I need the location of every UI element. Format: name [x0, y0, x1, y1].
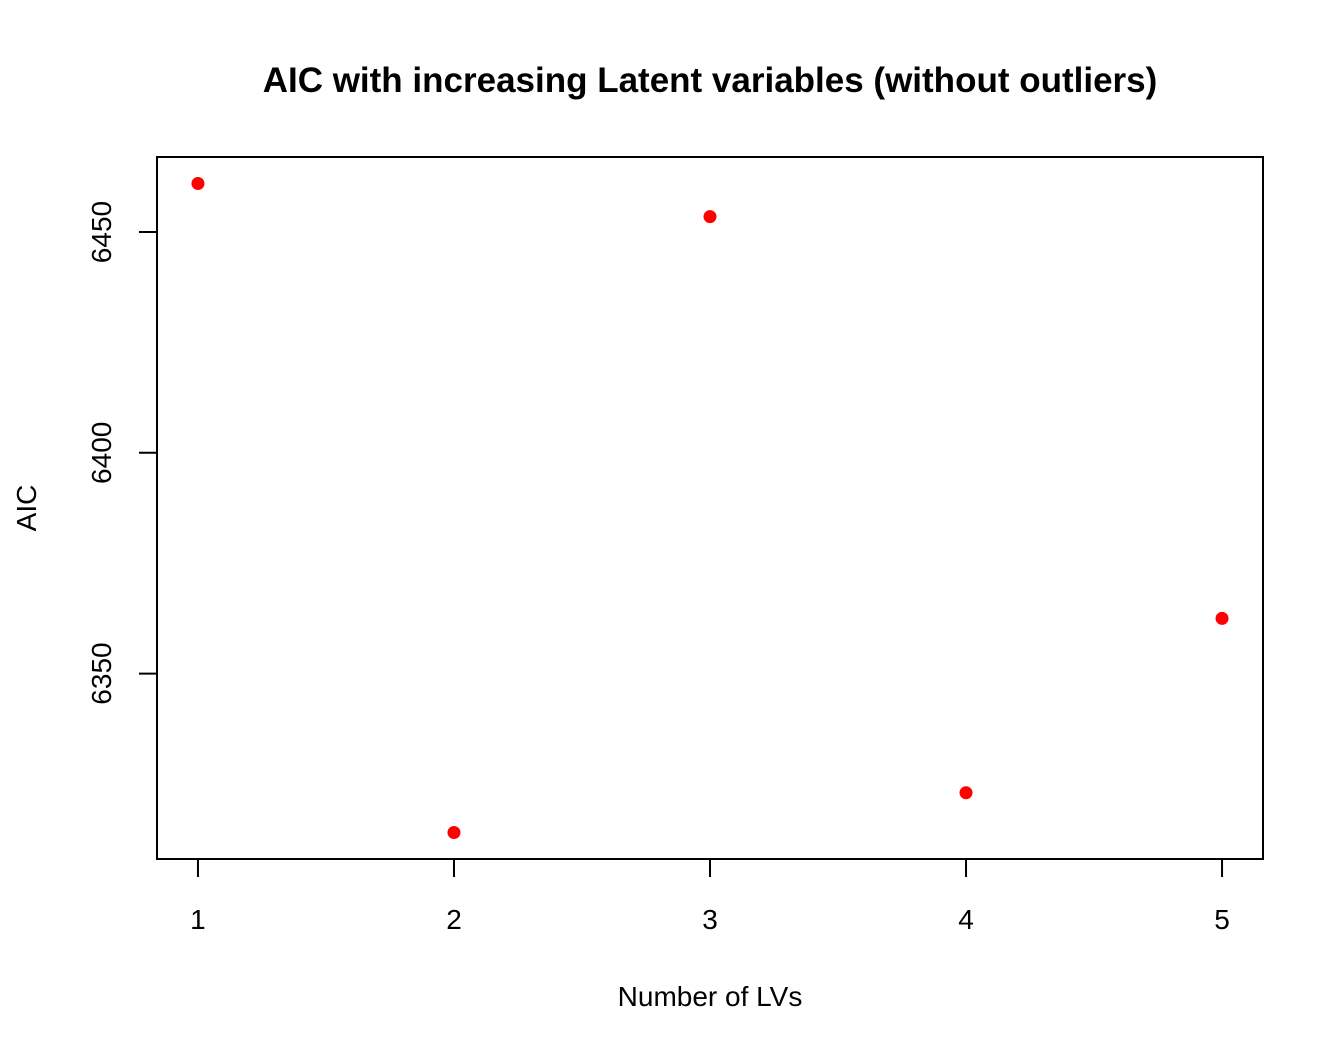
- y-tick-label: 6400: [86, 422, 117, 484]
- chart-title: AIC with increasing Latent variables (wi…: [263, 61, 1158, 100]
- x-tick-label: 3: [702, 904, 718, 935]
- y-axis: 6350 6400 6450: [86, 201, 158, 705]
- data-point: [703, 210, 717, 224]
- data-point: [1215, 611, 1229, 625]
- x-axis-label: Number of LVs: [618, 981, 803, 1012]
- x-tick-label: 5: [1214, 904, 1230, 935]
- x-tick-label: 4: [958, 904, 974, 935]
- x-tick-label: 2: [446, 904, 462, 935]
- y-axis-label: AIC: [11, 485, 42, 532]
- y-tick-label: 6350: [86, 642, 117, 704]
- data-point: [191, 176, 205, 190]
- data-points: [191, 176, 1229, 840]
- x-axis: 1 2 3 4 5: [190, 858, 1230, 935]
- data-point: [959, 786, 973, 800]
- x-tick-label: 1: [190, 904, 206, 935]
- plot-frame: [156, 156, 1264, 860]
- data-point: [447, 826, 461, 840]
- y-tick-label: 6450: [86, 201, 117, 263]
